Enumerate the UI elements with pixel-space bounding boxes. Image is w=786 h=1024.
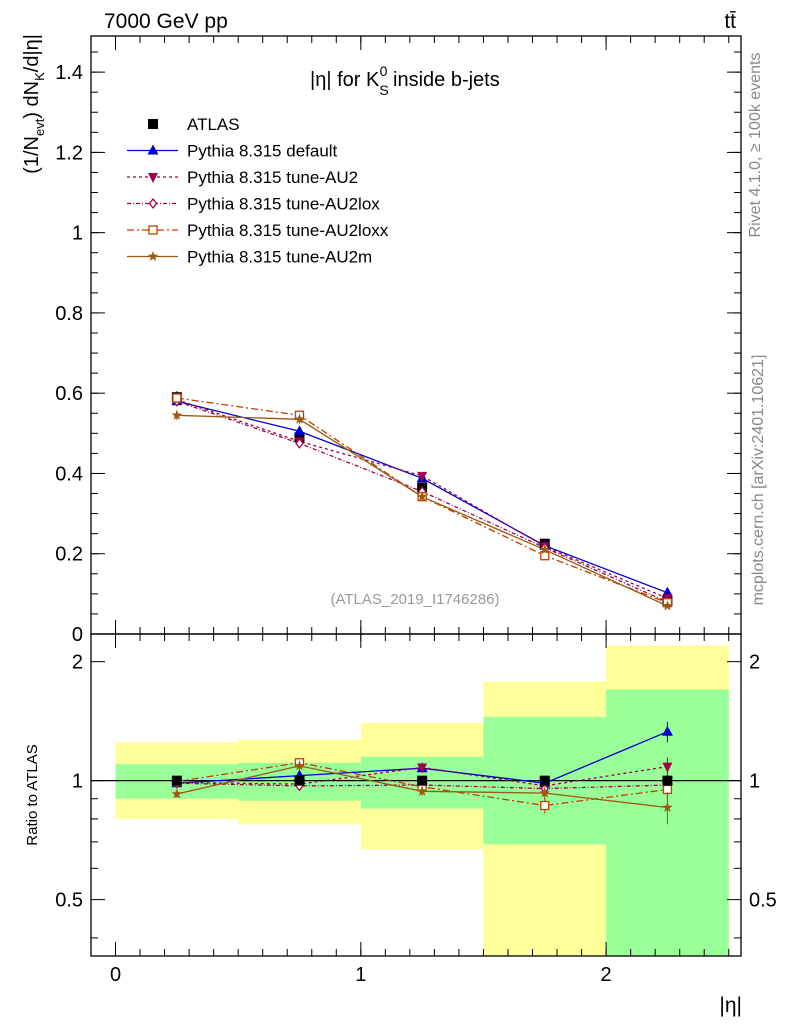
y-tick-label: 0.8	[55, 303, 83, 325]
data-point-s5-3	[539, 544, 550, 555]
x-tick-label: 2	[601, 964, 612, 986]
y-tick-label: 1	[72, 223, 83, 245]
ratio-point-s4-1	[294, 760, 305, 771]
title-suffix: inside b-jets	[387, 69, 499, 91]
ratio-point-s4-4	[662, 802, 673, 812]
legend-marker-5	[147, 251, 159, 261]
axis-tick-labels: 0 0.2 0.4 0.6 0.8 1 1.2 1.4 0 1 2 0.5 0.5 1 1 2 2	[55, 62, 777, 986]
ratio-point-atlas-0	[171, 775, 182, 786]
rivet-label: Rivet 4.1.0, ≥ 100k events	[747, 53, 764, 238]
data-point-s4-0	[172, 393, 182, 403]
y-tick-label: 1.4	[55, 62, 83, 84]
x-axis-label: |η|	[719, 994, 742, 1017]
ratio-point-s1-4	[662, 762, 673, 773]
series-line-2	[176, 398, 668, 599]
x-tick-label: 1	[355, 964, 366, 986]
legend-label-4: Pythia 8.315 tune-AU2loxx	[187, 221, 389, 240]
legend-label-3: Pythia 8.315 tune-AU2lox	[187, 195, 380, 214]
y-tick-label: 1.2	[55, 142, 83, 164]
ratio-point-s4-2	[416, 785, 428, 796]
legend-marker-2	[148, 173, 158, 183]
title-sup: 0	[380, 63, 388, 79]
legend: ATLAS Pythia 8.315 default Pythia 8.315 tu…	[127, 115, 389, 267]
y-tick-label: 0.6	[55, 383, 83, 405]
legend-label-1: Pythia 8.315 default	[187, 142, 338, 161]
legend-label-5: Pythia 8.315 tune-AU2m	[187, 248, 372, 267]
ratio-point-s0-4	[661, 725, 673, 736]
x-tick-label: 0	[110, 964, 121, 986]
title-sub: S	[379, 82, 388, 98]
ratio-frame	[90, 633, 742, 957]
ratio-point-atlas-1	[294, 775, 305, 786]
legend-marker-3	[148, 197, 158, 210]
ratio-point-s3-3	[540, 800, 550, 811]
y-tick-label: 0.2	[55, 544, 83, 566]
legend-marker-4	[148, 225, 158, 235]
data-point-s5-1	[294, 413, 305, 424]
y-tick-label: 0	[72, 624, 83, 646]
ratio-y-tick-label: 1	[72, 771, 83, 793]
ratio-y-axis-label: Ratio to ATLAS	[24, 744, 41, 845]
data-point-s5-0	[171, 409, 183, 420]
energy-label: 7000 GeV pp	[104, 10, 228, 33]
legend-label-2: Pythia 8.315 tune-AU2	[187, 168, 358, 187]
site-label: mcplots.cern.ch [arXiv:2401.10621]	[750, 355, 767, 606]
y-axis-label: (1/Nevt) dNK/d|η|	[21, 34, 47, 174]
chart-title: |η| for KS 0 inside b-jets	[310, 63, 500, 98]
title-prefix: |η| for K	[310, 69, 380, 91]
ratio-y-tick-label-right: 0.5	[749, 890, 777, 912]
ratio-point-s1-2	[417, 763, 428, 774]
ratio-y-tick-label: 2	[72, 652, 83, 674]
ratio-point-atlas-3	[539, 775, 550, 786]
ratio-y-tick-label-right: 2	[749, 652, 760, 674]
y-tick-label: 0.4	[55, 463, 83, 485]
data-point-s5-4	[662, 600, 673, 611]
legend-marker-1	[147, 144, 159, 155]
process-label: tt̄	[724, 10, 736, 33]
legend-label-0: ATLAS	[187, 115, 240, 134]
ratio-point-s4-3	[539, 787, 550, 798]
data-point-s3-1	[295, 437, 304, 449]
data-point-s2-2	[417, 471, 428, 482]
ratio-point-atlas-4	[662, 775, 673, 786]
ratio-y-tick-label-right: 1	[749, 771, 760, 793]
ratio-series-points	[171, 721, 673, 825]
axes-frames	[90, 35, 742, 957]
axis-ticks	[90, 36, 741, 956]
ratio-y-tick-label: 0.5	[55, 890, 83, 912]
ratio-uncertainty-bands	[91, 645, 741, 956]
data-point-s5-2	[416, 491, 428, 502]
data-point-s1-4	[661, 586, 673, 597]
legend-marker-0	[148, 119, 158, 129]
main-series-points	[171, 391, 673, 611]
analysis-label: (ATLAS_2019_I1746286)	[330, 591, 499, 608]
ratio-point-atlas-2	[417, 775, 428, 786]
series-line-5	[176, 414, 668, 607]
ratio-point-s4-0	[171, 788, 183, 799]
data-point-s1-1	[293, 425, 305, 436]
main-series-lines	[176, 397, 668, 607]
